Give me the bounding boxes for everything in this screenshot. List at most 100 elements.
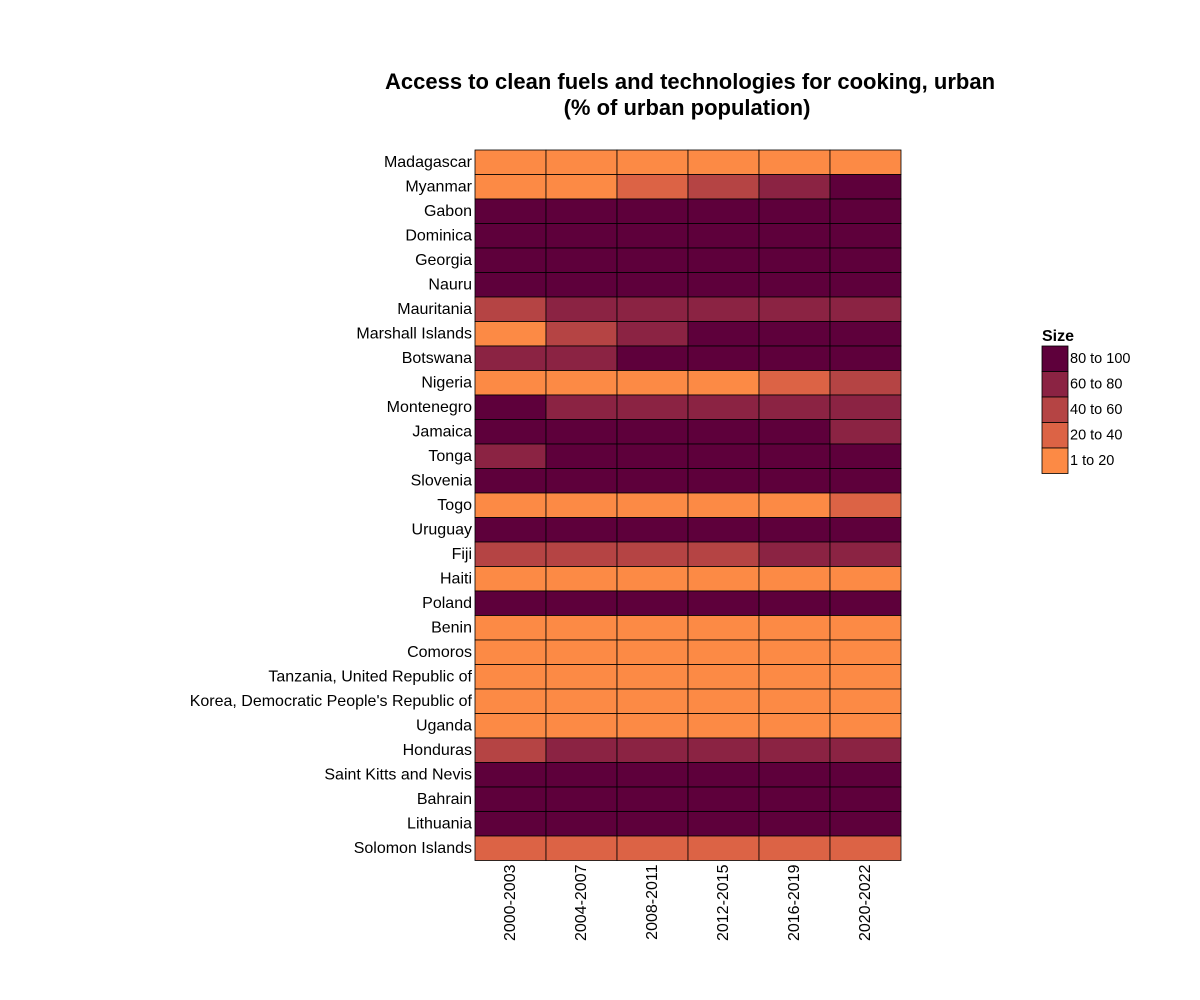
heatmap-cell <box>758 639 831 665</box>
heatmap-cell <box>829 468 902 494</box>
heatmap-cell <box>829 541 902 567</box>
heatmap-cell <box>616 664 689 690</box>
heatmap-cell <box>545 786 618 812</box>
heatmap-cell <box>474 370 547 396</box>
heatmap-cell <box>829 492 902 518</box>
heatmap-cell <box>474 517 547 543</box>
heatmap-cell <box>829 443 902 469</box>
heatmap-cell <box>829 811 902 837</box>
heatmap-cell <box>545 541 618 567</box>
heatmap-cell <box>474 566 547 592</box>
row-label: Nigeria <box>421 374 472 391</box>
heatmap-cell <box>687 517 760 543</box>
legend-label: 40 to 60 <box>1070 402 1122 418</box>
row-label: Mauritania <box>397 301 472 318</box>
heatmap-cell <box>474 737 547 763</box>
chart-title: Access to clean fuels and technologies f… <box>385 69 995 120</box>
heatmap-cell <box>616 149 689 175</box>
heatmap-cell <box>545 419 618 445</box>
heatmap-cell <box>687 468 760 494</box>
heatmap-cell <box>758 443 831 469</box>
heatmap-cell <box>474 198 547 224</box>
heatmap-cell <box>758 492 831 518</box>
heatmap-cell <box>829 737 902 763</box>
heatmap-cell <box>829 247 902 273</box>
row-label: Myanmar <box>405 178 472 195</box>
heatmap-cell <box>829 321 902 347</box>
heatmap-cell <box>829 198 902 224</box>
column-label: 2012-2015 <box>715 864 732 941</box>
row-label: Gabon <box>424 203 472 220</box>
heatmap-cell <box>545 737 618 763</box>
heatmap-cell <box>758 517 831 543</box>
heatmap-cell <box>687 590 760 616</box>
heatmap-cell <box>545 517 618 543</box>
heatmap-cell <box>687 370 760 396</box>
row-label: Comoros <box>407 644 472 661</box>
heatmap-cell <box>545 615 618 641</box>
heatmap-cell <box>545 223 618 249</box>
heatmap-cell <box>687 443 760 469</box>
heatmap-cell <box>829 615 902 641</box>
heatmap-cells <box>474 149 902 861</box>
heatmap-cell <box>687 811 760 837</box>
heatmap-cell <box>474 762 547 788</box>
legend-label: 20 to 40 <box>1070 427 1122 443</box>
heatmap-cell <box>758 713 831 739</box>
chart-title-line-2: (% of urban population) <box>564 95 811 120</box>
row-label: Uruguay <box>412 521 472 538</box>
heatmap-cell <box>687 247 760 273</box>
heatmap-cell <box>474 394 547 420</box>
row-label: Saint Kitts and Nevis <box>324 766 472 783</box>
heatmap-cell <box>758 296 831 322</box>
row-label: Korea, Democratic People's Republic of <box>190 693 473 710</box>
heatmap-cell <box>474 639 547 665</box>
heatmap-cell <box>687 566 760 592</box>
heatmap-cell <box>758 394 831 420</box>
heatmap-cell <box>474 419 547 445</box>
row-labels: Madagascar Myanmar Gabon Dominica Georgia Nau… <box>190 154 473 857</box>
heatmap-cell <box>687 345 760 371</box>
heatmap-cell <box>687 688 760 714</box>
heatmap-cell <box>687 541 760 567</box>
heatmap-cell <box>616 394 689 420</box>
heatmap-cell <box>616 345 689 371</box>
heatmap-cell <box>616 296 689 322</box>
row-label: Marshall Islands <box>356 325 472 342</box>
heatmap-cell <box>545 394 618 420</box>
heatmap-cell <box>758 566 831 592</box>
heatmap-cell <box>474 688 547 714</box>
heatmap-cell <box>616 811 689 837</box>
heatmap-cell <box>616 615 689 641</box>
heatmap-cell <box>829 786 902 812</box>
heatmap-cell <box>829 149 902 175</box>
heatmap-cell <box>474 786 547 812</box>
heatmap-cell <box>829 296 902 322</box>
heatmap-cell <box>829 517 902 543</box>
heatmap-cell <box>829 566 902 592</box>
heatmap-cell <box>687 786 760 812</box>
heatmap-cell <box>545 590 618 616</box>
heatmap-cell <box>829 272 902 298</box>
legend: Size 80 to 100 60 to 80 40 to 60 20 to 40 1 … <box>1041 328 1130 474</box>
heatmap-cell <box>758 198 831 224</box>
heatmap-cell <box>474 541 547 567</box>
heatmap-cell <box>829 345 902 371</box>
heatmap-cell <box>616 492 689 518</box>
legend-label: 60 to 80 <box>1070 376 1122 392</box>
row-label: Honduras <box>403 742 472 759</box>
heatmap-cell <box>474 615 547 641</box>
heatmap-cell <box>829 688 902 714</box>
heatmap-cell <box>474 321 547 347</box>
heatmap-cell <box>758 149 831 175</box>
column-label: 2016-2019 <box>786 864 803 941</box>
heatmap-cell <box>474 468 547 494</box>
heatmap-cell <box>474 443 547 469</box>
row-label: Tonga <box>428 448 472 465</box>
heatmap-cell <box>474 492 547 518</box>
heatmap-cell <box>545 296 618 322</box>
heatmap-cell <box>687 492 760 518</box>
row-label: Nauru <box>428 276 472 293</box>
heatmap-cell <box>687 174 760 200</box>
